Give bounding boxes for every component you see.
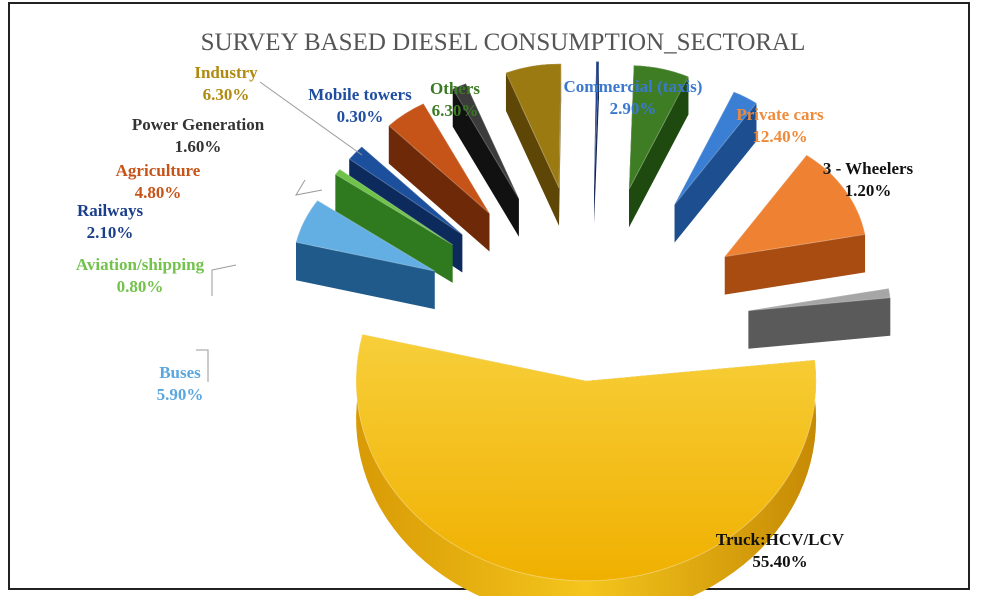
labels-group: Truck:HCV/LCV 55.40% Buses 5.90% Aviation/sh…	[76, 63, 914, 571]
slice-3-wheelers	[748, 287, 891, 312]
value-power-generation: 1.60%	[175, 137, 222, 156]
leader-lines	[196, 81, 363, 382]
leader-line-0	[211, 264, 237, 296]
label-3-wheelers: 3 - Wheelers	[823, 159, 914, 178]
value-truck-hcv-lcv: 55.40%	[752, 552, 807, 571]
label-commercial-taxis: Commercial (taxis)	[564, 77, 703, 96]
value-3-wheelers: 1.20%	[845, 181, 892, 200]
slice-aviation-shipping	[334, 168, 453, 246]
label-aviation-shipping: Aviation/shipping	[76, 255, 205, 274]
leader-line-2	[259, 81, 363, 156]
slices-group	[295, 61, 891, 596]
label-industry: Industry	[194, 63, 258, 82]
slice-rim-aviation-shipping	[335, 169, 340, 213]
label-railways: Railways	[77, 201, 144, 220]
value-buses: 5.90%	[157, 385, 204, 404]
leader-line-3	[196, 349, 209, 382]
slice-buses	[295, 199, 436, 272]
slice-industry	[505, 63, 562, 189]
value-private-cars: 12.40%	[752, 127, 807, 146]
slice-commercial-taxis	[674, 91, 758, 205]
label-buses: Buses	[159, 363, 201, 382]
slice-wall-mobile-towers	[594, 61, 599, 224]
slice-wall-agriculture	[388, 103, 490, 252]
slice-railways	[348, 146, 463, 235]
slice-private-cars	[723, 154, 866, 258]
label-truck-hcv-lcv: Truck:HCV/LCV	[716, 530, 845, 549]
slice-wall-3-wheelers	[748, 288, 891, 349]
slice-wall-aviation-shipping	[335, 169, 453, 283]
slice-agriculture	[388, 102, 490, 214]
value-commercial-taxis: 2.90%	[610, 99, 657, 118]
slice-others	[628, 64, 690, 190]
slice-rim-3-wheelers	[888, 288, 891, 336]
value-others: 6.30%	[432, 101, 479, 120]
label-mobile-towers: Mobile towers	[308, 85, 412, 104]
value-railways: 2.10%	[87, 223, 134, 242]
chart-title: SURVEY BASED DIESEL CONSUMPTION_SECTORAL	[201, 29, 806, 56]
label-power-generation: Power Generation	[132, 115, 265, 134]
slice-wall-power-generation	[452, 83, 519, 237]
slice-mobile-towers	[593, 61, 600, 186]
value-aviation-shipping: 0.80%	[117, 277, 164, 296]
label-private-cars: Private cars	[736, 105, 824, 124]
value-industry: 6.30%	[203, 85, 250, 104]
value-agriculture: 4.80%	[135, 183, 182, 202]
label-agriculture: Agriculture	[116, 161, 201, 180]
value-mobile-towers: 0.30%	[337, 107, 384, 126]
leader-line-1	[294, 179, 323, 196]
slice-truck-hcv-lcv	[355, 333, 817, 582]
slice-wall-private-cars	[724, 155, 866, 295]
slice-power-generation	[452, 83, 520, 199]
label-others: Others	[430, 79, 480, 98]
